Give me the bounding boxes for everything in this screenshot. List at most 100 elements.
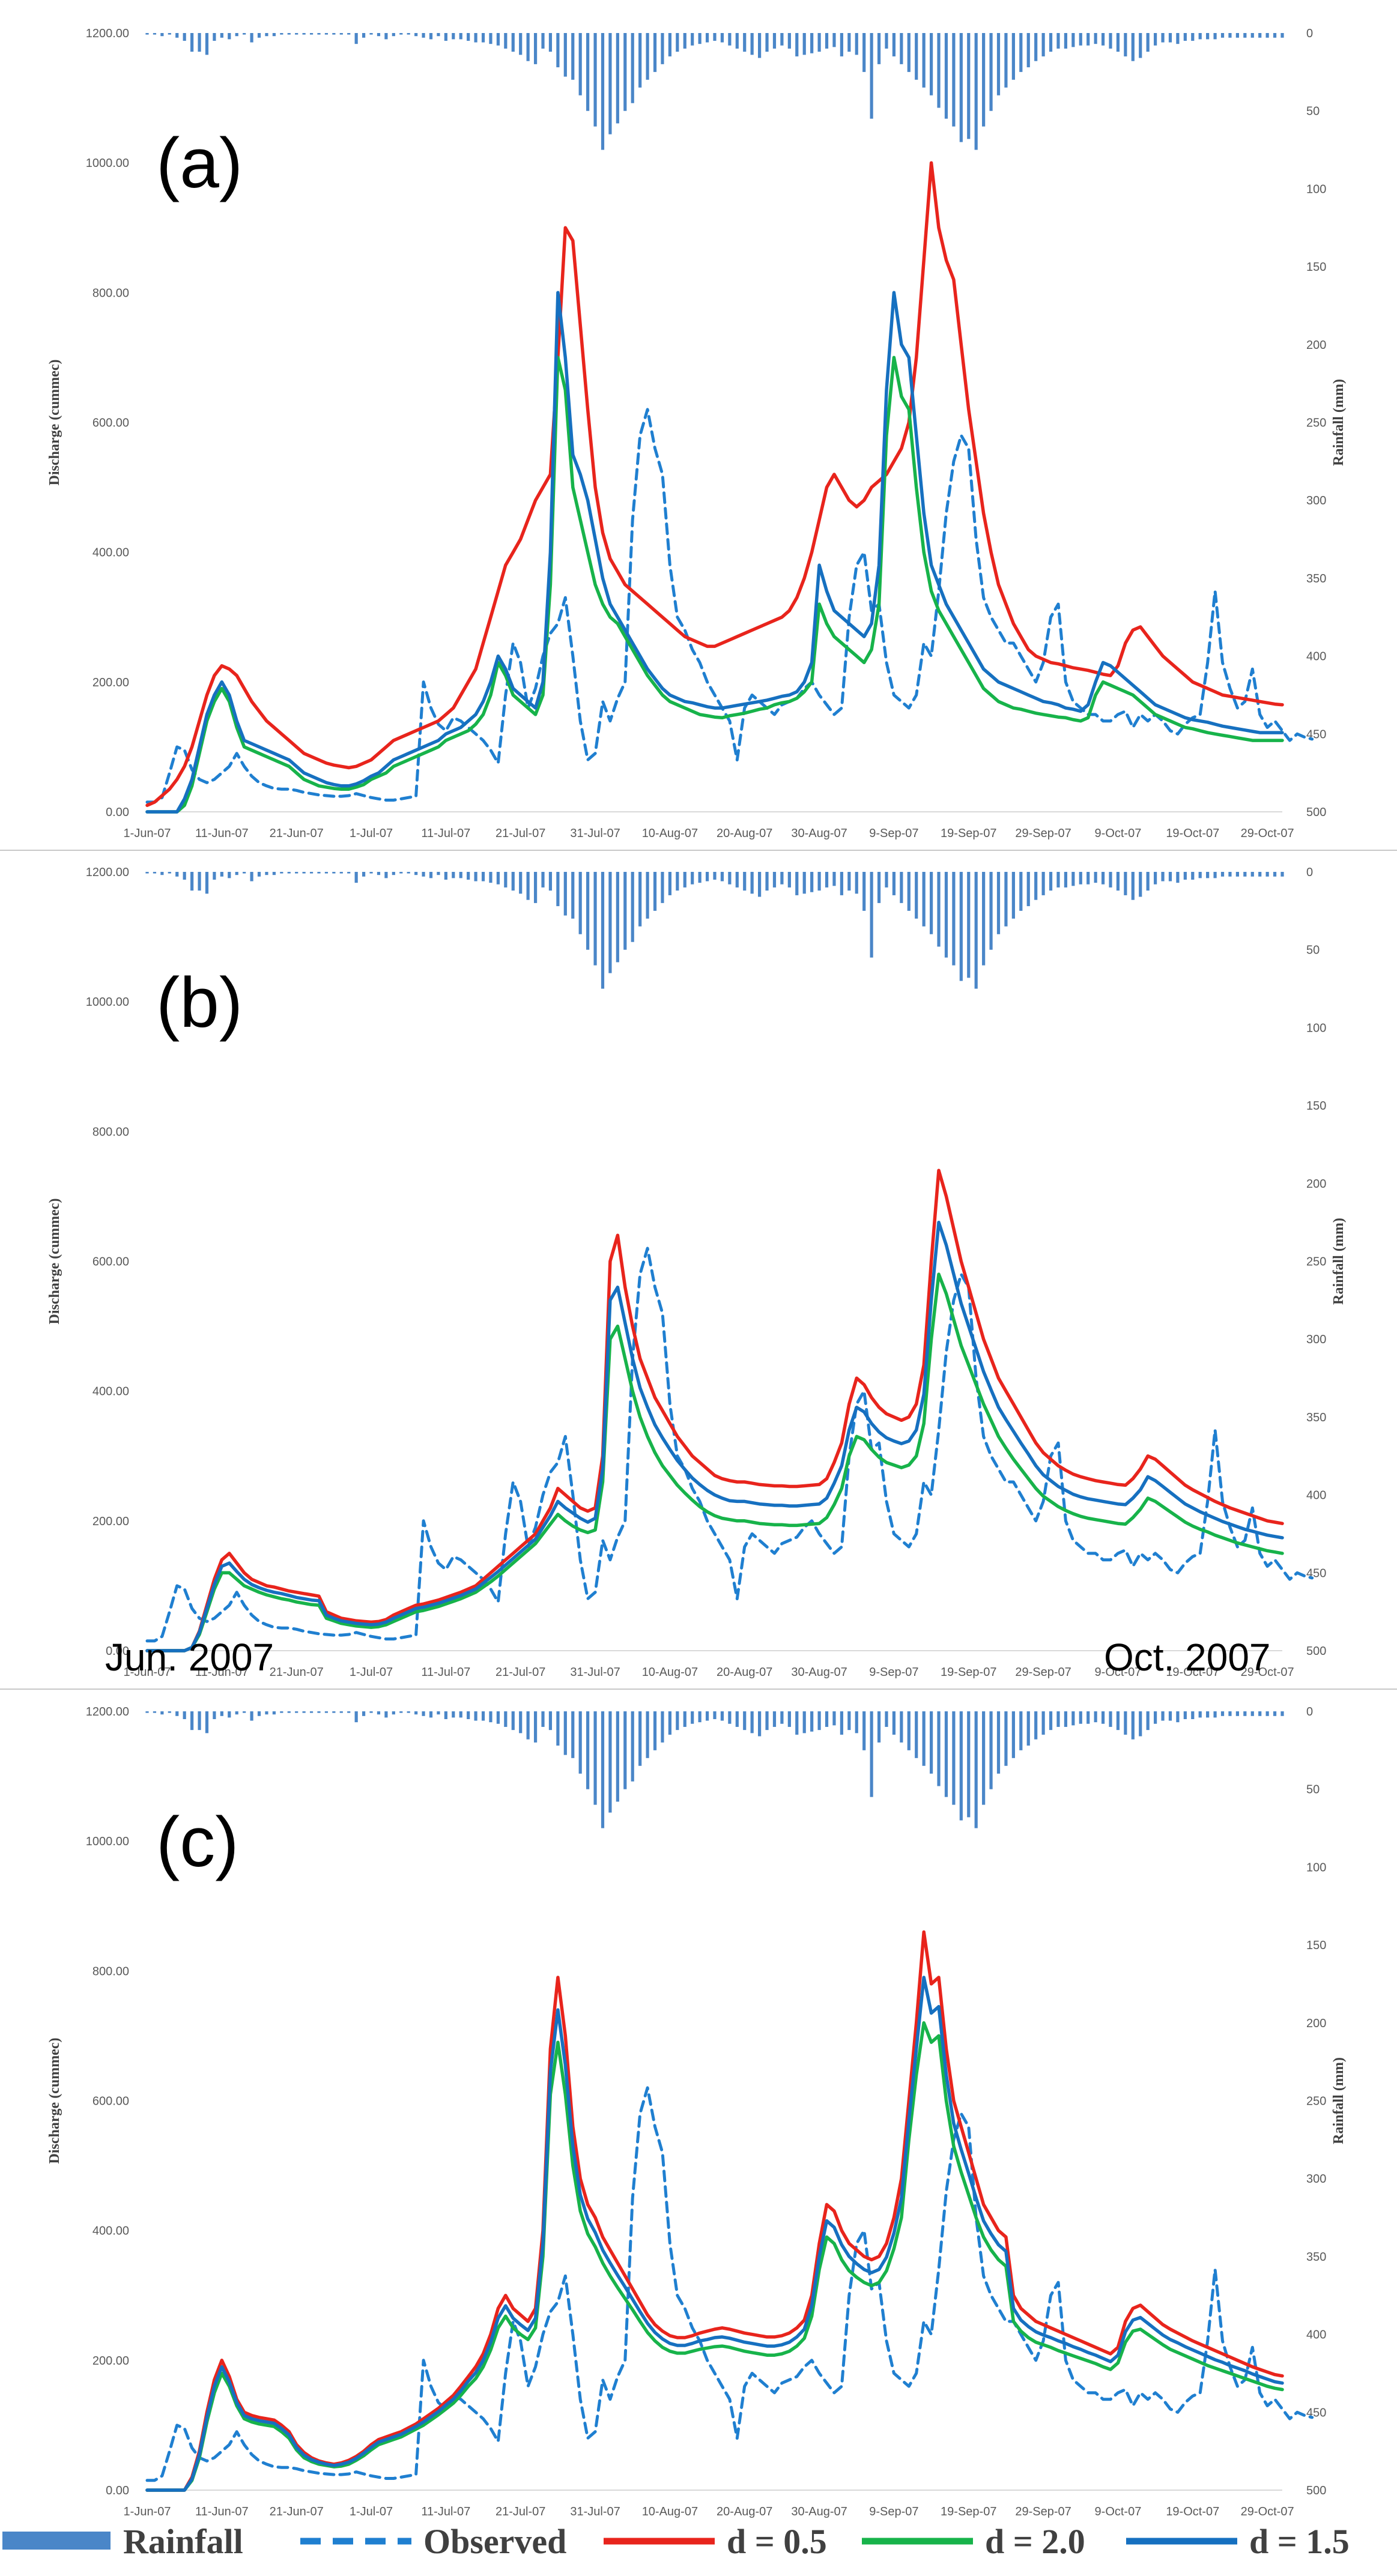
rainfall-bar — [840, 872, 843, 895]
rainfall-bar — [347, 33, 351, 35]
rainfall-bar — [354, 1711, 358, 1723]
rainfall-bar — [996, 33, 1001, 95]
rainfall-bar — [825, 1711, 829, 1727]
rainfall-bar — [437, 33, 440, 37]
rainfall-bar — [280, 872, 283, 874]
rainfall-bar — [489, 33, 492, 44]
panel-label: (b) — [156, 963, 243, 1042]
rainfall-bar — [952, 872, 956, 966]
rainfall-bar — [145, 872, 149, 874]
rainfall-bar — [213, 1711, 216, 1719]
rainfall-bar — [1280, 1711, 1284, 1716]
rainfall-bar — [765, 33, 769, 52]
x-tick-label: 31-Jul-07 — [570, 2505, 620, 2518]
rainfall-bar — [444, 1711, 447, 1719]
rainfall-bar — [347, 872, 351, 874]
x-tick-label: 29-Sep-07 — [1015, 2505, 1071, 2518]
series-d15 — [145, 291, 1284, 814]
rainfall-bar — [989, 1711, 993, 1789]
rainfall-bar — [922, 872, 926, 927]
legend-label: d = 2.0 — [985, 2522, 1085, 2561]
rainfall-bar — [467, 33, 470, 41]
rainfall-bar — [1213, 33, 1217, 40]
rainfall-bar — [1041, 33, 1045, 56]
rainfall-bar — [646, 872, 649, 919]
rainfall-bar — [190, 1711, 194, 1731]
rainfall-bar — [235, 872, 238, 875]
rainfall-bar — [758, 33, 762, 58]
rainfall-bar — [489, 1711, 492, 1723]
rainfall-bar — [198, 33, 201, 52]
rainfall-bar — [623, 872, 627, 950]
rainfall-bar — [623, 1711, 627, 1789]
rainfall-bar — [250, 1711, 253, 1721]
rainfall-bar — [974, 1711, 978, 1828]
y-tick-label: 1200.00 — [86, 1705, 129, 1719]
rainfall-bar — [563, 1711, 567, 1755]
rainfall-bar — [190, 872, 194, 891]
rainfall-bar — [399, 1711, 403, 1713]
legend: Rainfall Observed d = 0.5 d = 2.0 d = 1.5 — [2, 2522, 1350, 2561]
y2-axis-title: Rainfall (mm) — [1331, 2057, 1347, 2144]
rainfall-bar — [802, 33, 806, 55]
x-tick-label: 30-Aug-07 — [791, 1666, 847, 1679]
y2-tick-label: 50 — [1306, 1783, 1320, 1797]
rainfall-bar — [183, 872, 186, 880]
rainfall-bar — [929, 33, 933, 95]
rainfall-bar — [907, 33, 911, 72]
rainfall-bar — [1191, 33, 1195, 41]
rainfall-bar — [354, 872, 358, 883]
rainfall-bar — [810, 33, 814, 53]
rainfall-bar — [795, 872, 799, 895]
rainfall-bar — [1183, 872, 1187, 880]
rainfall-bar — [877, 872, 881, 903]
rainfall-bar — [1183, 1711, 1187, 1719]
annotation-start: Jun. 2007 — [105, 1636, 274, 1679]
rainfall-bar — [339, 872, 343, 874]
rainfall-bar — [444, 33, 447, 41]
rainfall-bar — [1183, 33, 1187, 41]
rainfall-bar — [1056, 1711, 1060, 1727]
rainfall-bar — [1220, 33, 1225, 38]
rainfall-bar — [228, 1711, 231, 1718]
rainfall-bar — [1116, 872, 1120, 891]
rainfall-bar — [586, 872, 590, 950]
rainfall-bar — [683, 872, 686, 887]
rainfall-bar — [190, 33, 194, 52]
x-tick-label: 1-Jul-07 — [350, 2505, 393, 2518]
rainfall-bar — [915, 1711, 918, 1758]
rainfall-bar — [250, 872, 253, 881]
rainfall-bar — [683, 1711, 686, 1727]
rainfall-bar — [533, 33, 538, 64]
rainfall-bar — [467, 872, 470, 880]
rainfall-bar — [765, 872, 769, 891]
y-tick-label: 800.00 — [92, 1965, 129, 1978]
rainfall-bar — [1101, 33, 1105, 46]
rainfall-bar — [280, 33, 283, 35]
rainfall-bar — [519, 1711, 523, 1734]
rainfall-bar — [548, 1711, 553, 1731]
rainfall-bar — [743, 1711, 747, 1731]
rainfall-bar — [586, 1711, 590, 1789]
rainfall-bar — [183, 1711, 186, 1719]
rainfall-bar — [504, 1711, 508, 1727]
rainfall-bar — [1034, 1711, 1038, 1740]
rainfall-bar — [974, 872, 978, 989]
rainfall-bar — [668, 33, 671, 56]
rainfall-bar — [825, 872, 829, 887]
series-d05 — [145, 161, 1284, 807]
rainfall-bar — [257, 1711, 261, 1716]
y2-tick-label: 300 — [1306, 1333, 1326, 1346]
rainfall-bar — [272, 872, 276, 875]
rainfall-bar — [937, 1711, 941, 1786]
x-tick-label: 21-Jun-07 — [270, 2505, 324, 2518]
rainfall-bar — [787, 1711, 791, 1727]
rainfall-bar — [459, 1711, 462, 1718]
rainfall-bar — [392, 1711, 395, 1715]
rainfall-bar — [511, 1711, 515, 1731]
x-tick-label: 1-Jul-07 — [350, 1666, 393, 1679]
rainfall-bar — [317, 1711, 321, 1713]
rainfall-bar — [728, 1711, 732, 1724]
rainfall-bar — [407, 33, 410, 35]
rainfall-bar — [235, 1711, 238, 1715]
